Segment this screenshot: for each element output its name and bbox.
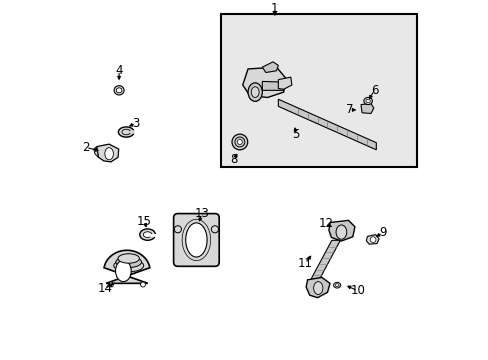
Ellipse shape (211, 226, 218, 233)
Ellipse shape (116, 88, 122, 93)
Polygon shape (328, 220, 354, 241)
Ellipse shape (115, 260, 131, 282)
Text: 11: 11 (297, 257, 312, 270)
Text: 6: 6 (370, 84, 378, 97)
Polygon shape (278, 99, 376, 150)
Text: 14: 14 (97, 282, 112, 295)
Polygon shape (262, 81, 283, 90)
Ellipse shape (363, 98, 372, 104)
Ellipse shape (237, 139, 242, 144)
Text: 3: 3 (132, 117, 139, 130)
Ellipse shape (365, 99, 369, 103)
Polygon shape (309, 240, 340, 282)
Ellipse shape (185, 223, 207, 257)
Text: 13: 13 (194, 207, 209, 220)
Polygon shape (366, 235, 378, 244)
Text: 4: 4 (115, 64, 122, 77)
Ellipse shape (333, 282, 340, 288)
Ellipse shape (118, 254, 139, 263)
Text: 7: 7 (345, 103, 353, 116)
Ellipse shape (104, 148, 113, 160)
Polygon shape (242, 67, 285, 98)
Ellipse shape (174, 226, 181, 233)
Ellipse shape (108, 282, 113, 287)
Ellipse shape (114, 86, 124, 95)
Polygon shape (278, 77, 291, 89)
Ellipse shape (335, 284, 338, 287)
Ellipse shape (369, 237, 375, 242)
Polygon shape (97, 144, 119, 162)
Ellipse shape (234, 137, 244, 147)
Bar (221, 14, 416, 167)
Ellipse shape (116, 257, 141, 267)
Text: 1: 1 (270, 2, 278, 15)
Text: 5: 5 (292, 129, 299, 141)
Ellipse shape (140, 282, 145, 287)
Text: 12: 12 (318, 217, 332, 230)
Text: 10: 10 (349, 284, 365, 297)
Text: 8: 8 (230, 153, 237, 166)
FancyBboxPatch shape (173, 213, 219, 266)
Polygon shape (104, 250, 149, 283)
Ellipse shape (232, 134, 247, 150)
Text: 9: 9 (378, 226, 386, 239)
Ellipse shape (140, 229, 155, 240)
Text: 15: 15 (136, 215, 151, 228)
Polygon shape (94, 147, 98, 157)
Ellipse shape (335, 225, 346, 239)
Polygon shape (262, 62, 278, 72)
Ellipse shape (114, 259, 143, 272)
Ellipse shape (143, 232, 152, 238)
Polygon shape (305, 277, 329, 298)
Polygon shape (360, 104, 373, 113)
Ellipse shape (251, 87, 259, 98)
Ellipse shape (313, 282, 322, 294)
Text: 2: 2 (82, 141, 89, 154)
Ellipse shape (247, 83, 262, 102)
